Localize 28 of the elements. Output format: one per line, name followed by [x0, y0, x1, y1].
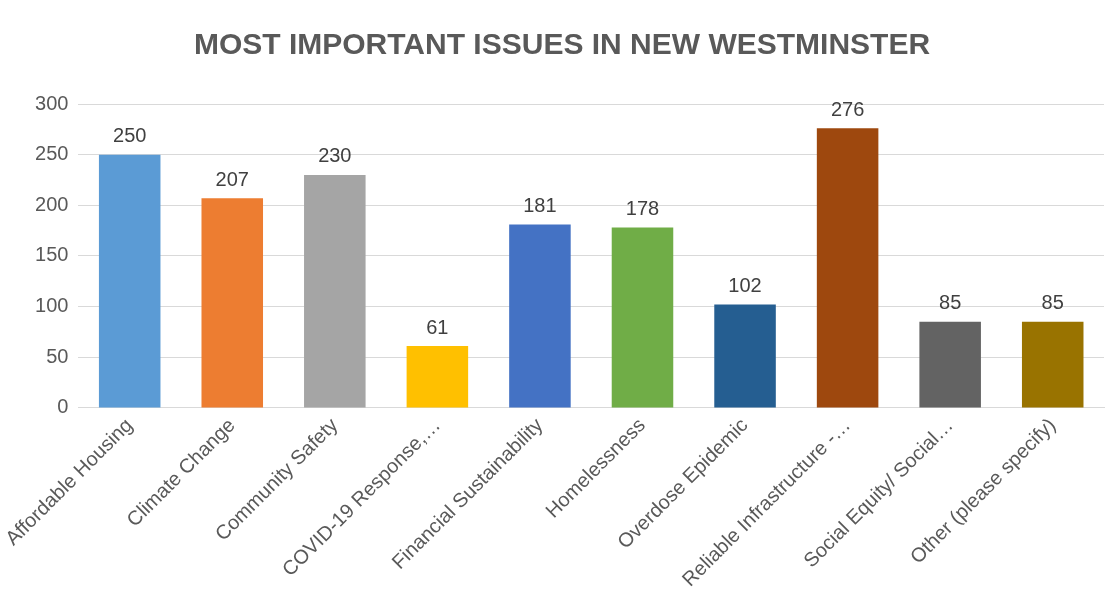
- data-label: 181: [523, 194, 557, 217]
- data-label: 85: [1041, 291, 1064, 314]
- bar: [919, 321, 981, 408]
- y-tick-label: 200: [35, 192, 69, 215]
- bar: [611, 227, 674, 408]
- y-tick-label: 0: [57, 395, 69, 418]
- data-label: 276: [830, 97, 865, 120]
- y-tick-label: 300: [35, 91, 69, 114]
- bar: [406, 346, 469, 408]
- data-label: 230: [318, 144, 352, 167]
- data-label: 61: [426, 315, 449, 338]
- data-label: 250: [113, 124, 147, 147]
- bar: [816, 128, 879, 408]
- y-tick-label: 50: [46, 344, 69, 367]
- y-tick-label: 100: [35, 294, 69, 317]
- bar: [1021, 321, 1084, 408]
- bar: [98, 154, 161, 408]
- bar: [304, 174, 366, 408]
- data-label: 102: [728, 274, 762, 297]
- bar: [201, 198, 264, 408]
- chart-title: MOST IMPORTANT ISSUES IN NEW WESTMINSTER: [193, 27, 931, 61]
- data-label: 178: [625, 197, 660, 220]
- y-tick-label: 150: [35, 243, 69, 266]
- bar: [714, 304, 776, 408]
- y-tick-label: 250: [35, 142, 69, 165]
- data-label: 207: [215, 167, 249, 190]
- bar: [509, 224, 571, 408]
- data-label: 85: [939, 291, 962, 314]
